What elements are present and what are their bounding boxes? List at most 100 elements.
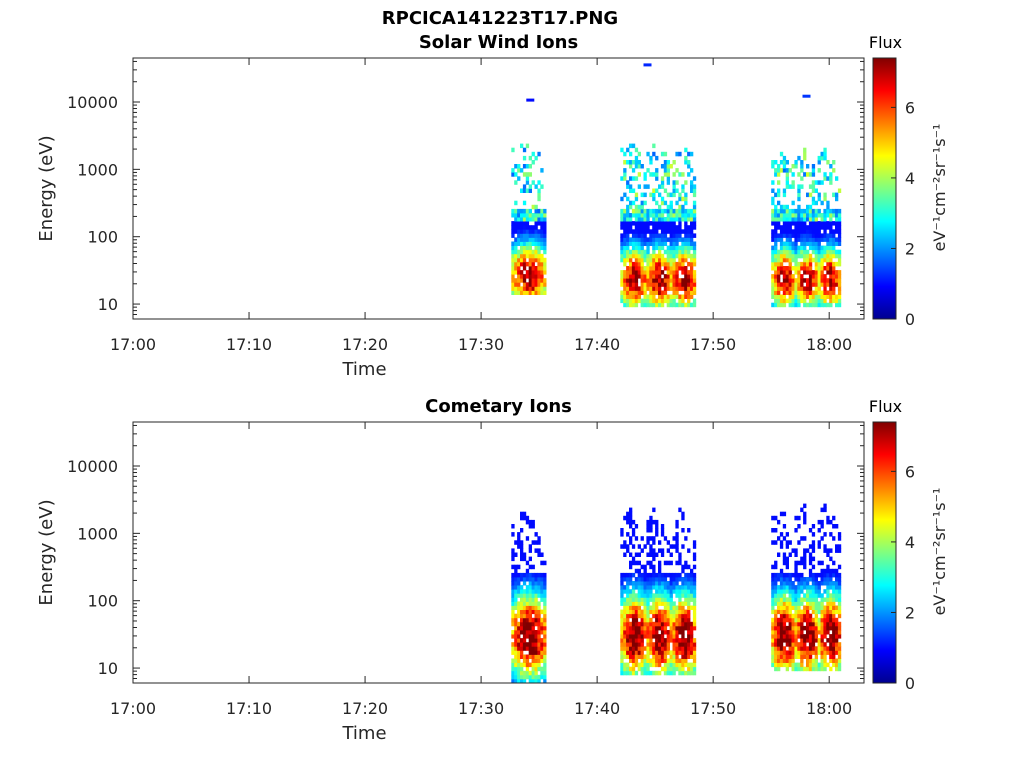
spectrogram-cell bbox=[675, 617, 679, 623]
spectrogram-cell bbox=[782, 581, 787, 586]
spectrogram-cell bbox=[777, 642, 781, 647]
x-tick-label: 17:00 bbox=[110, 335, 156, 354]
spectrogram-cell bbox=[791, 630, 795, 635]
spectrogram-cell bbox=[537, 540, 541, 545]
spectrogram-cell bbox=[525, 646, 530, 651]
spectrogram-cell bbox=[684, 662, 688, 668]
spectrogram-cell bbox=[774, 221, 778, 226]
spectrogram-cell bbox=[620, 528, 624, 533]
spectrogram-cell bbox=[672, 581, 676, 586]
spectrogram-cell bbox=[626, 593, 630, 598]
spectrogram-cell bbox=[637, 638, 641, 643]
spectrogram-cell bbox=[522, 658, 527, 663]
spectrogram-cell bbox=[531, 229, 535, 234]
spectrogram-cell bbox=[779, 589, 784, 594]
spectrogram-cell bbox=[629, 213, 633, 218]
spectrogram-cell bbox=[643, 625, 647, 631]
spectrogram-cell bbox=[531, 601, 535, 606]
spectrogram-cell bbox=[640, 270, 644, 275]
spectrogram-cell bbox=[525, 662, 530, 668]
spectrogram-cell bbox=[522, 556, 527, 562]
spectrogram-cell bbox=[652, 278, 656, 283]
spectrogram-cell bbox=[690, 237, 694, 242]
spectrogram-cell bbox=[777, 572, 781, 578]
spectrogram-cell bbox=[669, 544, 673, 549]
spectrogram-cell bbox=[525, 274, 530, 279]
spectrogram-cell bbox=[806, 249, 810, 255]
spectrogram-cell bbox=[629, 597, 633, 602]
spectrogram-cell bbox=[681, 609, 685, 615]
spectrogram-cell bbox=[820, 253, 824, 259]
spectrogram-cell bbox=[543, 605, 547, 610]
spectrogram-cell bbox=[687, 241, 691, 246]
spectrogram-cell bbox=[771, 266, 775, 271]
spectrogram-cell bbox=[525, 176, 530, 181]
spectrogram-cell bbox=[534, 654, 538, 659]
spectrogram-cell bbox=[649, 560, 653, 566]
spectrogram-cell bbox=[669, 200, 673, 206]
spectrogram-cell bbox=[774, 658, 778, 663]
spectrogram-cell bbox=[823, 298, 827, 304]
spectrogram-cell bbox=[690, 184, 694, 189]
spectrogram-cell bbox=[634, 593, 639, 598]
spectrogram-cell bbox=[663, 294, 668, 299]
spectrogram-cell bbox=[774, 662, 778, 668]
spectrogram-cell bbox=[658, 294, 662, 299]
spectrogram-cell bbox=[534, 585, 538, 590]
spectrogram-cell bbox=[543, 674, 547, 680]
spectrogram-cell bbox=[629, 241, 633, 246]
spectrogram-cell bbox=[684, 581, 688, 586]
spectrogram-cell bbox=[514, 278, 518, 283]
spectrogram-cell bbox=[631, 572, 636, 578]
spectrogram-cell bbox=[800, 650, 804, 655]
spectrogram-cell bbox=[543, 621, 547, 627]
spectrogram-cell bbox=[672, 666, 676, 672]
spectrogram-cell bbox=[646, 168, 650, 173]
spectrogram-cell bbox=[543, 642, 547, 647]
spectrogram-cell bbox=[681, 270, 685, 275]
spectrogram-cell bbox=[643, 613, 647, 619]
spectrogram-cell bbox=[514, 217, 518, 222]
spectrogram-cell bbox=[517, 540, 521, 545]
spectrogram-cell bbox=[785, 650, 789, 655]
spectrogram-cell bbox=[803, 151, 807, 157]
spectrogram-cell bbox=[774, 601, 778, 606]
spectrogram-cell bbox=[660, 151, 665, 157]
spectrogram-cell bbox=[817, 528, 821, 533]
spectrogram-cell bbox=[774, 286, 778, 291]
spectrogram-cell bbox=[835, 253, 839, 259]
spectrogram-cell bbox=[835, 196, 839, 202]
spectrogram-cell bbox=[820, 621, 824, 627]
spectrogram-cell bbox=[832, 658, 836, 663]
spectrogram-cell bbox=[646, 634, 650, 639]
spectrogram-cell bbox=[658, 192, 662, 198]
spectrogram-cell bbox=[774, 241, 778, 246]
spectrogram-cell bbox=[534, 605, 538, 610]
spectrogram-cell bbox=[520, 249, 524, 255]
spectrogram-cell bbox=[655, 168, 659, 173]
spectrogram-cell bbox=[522, 282, 527, 287]
spectrogram-cell bbox=[525, 572, 530, 578]
spectrogram-cell bbox=[522, 261, 527, 267]
spectrogram-cell bbox=[525, 642, 530, 647]
spectrogram-cell bbox=[797, 192, 801, 198]
spectrogram-cell bbox=[660, 245, 665, 251]
spectrogram-cell bbox=[684, 208, 688, 214]
spectrogram-cell bbox=[640, 638, 644, 643]
spectrogram-cell bbox=[808, 572, 813, 578]
spectrogram-cell bbox=[540, 261, 544, 267]
spectrogram-cell bbox=[817, 585, 821, 590]
spectrogram-cell bbox=[774, 572, 778, 578]
spectrogram-cell bbox=[658, 613, 662, 619]
spectrogram-cell bbox=[806, 577, 810, 582]
spectrogram-cell bbox=[820, 658, 824, 663]
spectrogram-cell bbox=[675, 278, 679, 283]
spectrogram-cell bbox=[660, 213, 665, 218]
spectrogram-cell bbox=[517, 593, 521, 598]
spectrogram-cell bbox=[629, 282, 633, 287]
spectrogram-cell bbox=[511, 630, 515, 635]
spectrogram-cell bbox=[649, 286, 653, 291]
spectrogram-cell bbox=[817, 160, 821, 165]
spectrogram-cell bbox=[684, 536, 688, 541]
spectrogram-cell bbox=[631, 233, 636, 238]
